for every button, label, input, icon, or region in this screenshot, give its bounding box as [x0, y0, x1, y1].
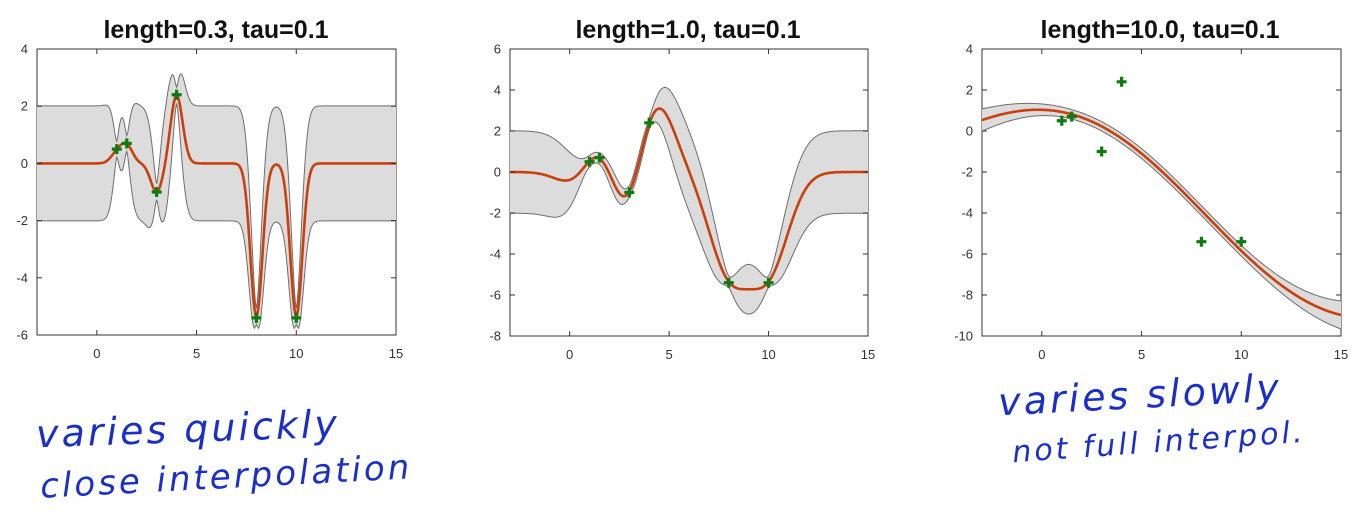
uncertainty-band: [982, 103, 1341, 329]
y-tick-label: 2: [494, 124, 501, 139]
band-lower-edge: [982, 115, 1341, 330]
plot-content: [982, 102, 1341, 330]
data-point: [251, 312, 262, 323]
x-tick-label: 15: [389, 346, 403, 361]
data-point: [723, 277, 734, 288]
y-tick-label: -2: [16, 213, 28, 228]
x-tick-label: 15: [1334, 347, 1348, 362]
band-upper-edge: [982, 102, 1341, 302]
data-point: [1116, 76, 1127, 87]
y-tick-label: 0: [21, 156, 28, 171]
x-tick-label: 5: [1138, 347, 1145, 362]
x-tick-label: 0: [1038, 347, 1045, 362]
y-tick-label: 2: [21, 99, 28, 114]
data-point: [1096, 146, 1107, 157]
y-tick-label: -6: [16, 328, 28, 343]
x-tick-label: 0: [566, 347, 573, 362]
data-point: [151, 187, 162, 197]
y-tick-label: -4: [489, 247, 501, 262]
uncertainty-band: [37, 73, 396, 329]
x-tick-label: 5: [193, 346, 200, 361]
uncertainty-band: [510, 87, 868, 315]
y-tick-label: -2: [961, 165, 973, 180]
chart-title: length=0.3, tau=0.1: [103, 16, 328, 44]
x-tick-label: 0: [93, 346, 100, 361]
data-point: [291, 312, 302, 323]
y-tick-label: -6: [961, 247, 973, 262]
y-tick-label: 4: [494, 83, 501, 98]
data-point: [584, 156, 595, 167]
chart-title: length=1.0, tau=0.1: [575, 16, 800, 44]
data-point: [644, 117, 655, 128]
chart-panel-2: 0 5 10 15 6 4 2 0 -2 -4 -6 -8 length=1.0, tau=0.1: [489, 16, 875, 362]
data-point: [1196, 236, 1207, 247]
y-tick-label: 0: [494, 165, 501, 180]
data-point: [171, 89, 182, 100]
y-tick-label: -4: [16, 270, 28, 285]
y-tick-label: -8: [489, 329, 501, 344]
data-point: [763, 277, 774, 288]
data-point: [1056, 115, 1067, 126]
y-tick-label: 0: [966, 124, 973, 139]
data-point: [111, 144, 122, 155]
x-tick-label: 10: [761, 347, 775, 362]
x-tick-label: 10: [1234, 347, 1248, 362]
plot-content: [510, 86, 868, 315]
y-tick-label: -4: [961, 206, 973, 221]
y-tick-label: -2: [489, 206, 501, 221]
note-varies-quickly: varies quickly: [35, 401, 341, 457]
band-lower-edge: [37, 103, 396, 330]
x-tick-label: 15: [861, 347, 875, 362]
y-tick-label: 4: [21, 42, 28, 57]
data-point: [624, 187, 635, 198]
chart-panel-3: 0 5 10 15 4 2 0 -2 -4 -6 -8 -10 length=10.0, tau=0.1: [954, 16, 1348, 362]
mean-curve: [982, 108, 1341, 317]
chart-title: length=10.0, tau=0.1: [1041, 16, 1280, 44]
y-tick-label: 6: [494, 42, 501, 57]
x-tick-label: 5: [665, 347, 672, 362]
data-point: [1236, 236, 1247, 247]
band-upper-edge: [510, 86, 868, 278]
y-tick-label: 2: [966, 83, 973, 98]
mean-curve: [510, 107, 868, 291]
y-tick-label: -6: [489, 288, 501, 303]
y-tick-label: 4: [966, 42, 973, 57]
chart-panel-1: 0 5 10 15 4 2 0 -2 -4 -6 length=0.3, tau=0.1: [16, 16, 403, 361]
band-lower-edge: [510, 121, 868, 315]
x-tick-label: 10: [289, 346, 303, 361]
data-point: [121, 138, 132, 149]
data-point: [1066, 111, 1077, 122]
y-tick-label: -8: [961, 288, 973, 303]
plot-content: [37, 73, 396, 330]
band-upper-edge: [37, 73, 396, 309]
data-point: [594, 152, 605, 163]
mean-curve: [37, 94, 396, 318]
y-tick-label: -10: [954, 329, 973, 344]
